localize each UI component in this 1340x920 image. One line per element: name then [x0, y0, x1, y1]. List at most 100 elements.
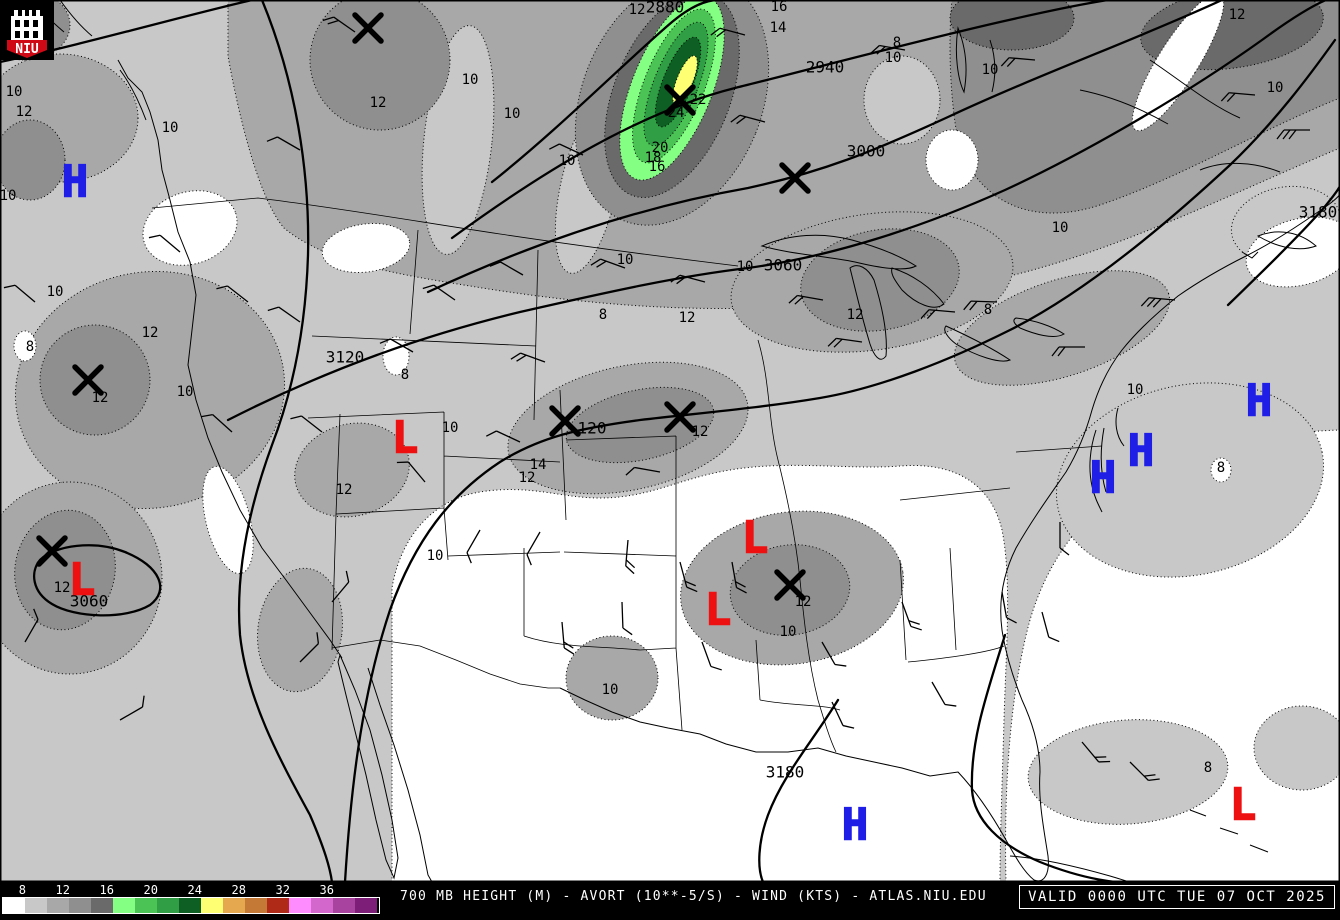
legend-tick-label: 8	[18, 883, 26, 897]
vorticity-value-label: 8	[893, 35, 901, 51]
white-region	[1210, 457, 1232, 483]
wind-barb-icon	[1000, 57, 1036, 68]
wind-barb-icon	[510, 352, 546, 363]
vorticity-value-label: 10	[462, 72, 479, 88]
vorticity-value-label: 10	[602, 682, 619, 698]
vorticity-value-label: 20	[652, 140, 669, 156]
vorticity-value-label: 12	[336, 482, 353, 498]
wind-barb-icon	[731, 561, 747, 594]
wind-barb-icon	[920, 309, 956, 320]
shade-8	[1027, 719, 1229, 825]
wind-barb-icon	[548, 143, 584, 156]
high-pressure-marker: H	[62, 157, 89, 208]
vort-max-x-icon	[72, 364, 104, 396]
wind-barb-icon	[730, 114, 766, 125]
shade-10	[953, 270, 1171, 386]
legend-tick-label: 28	[231, 883, 246, 897]
legend-tick-label: 24	[187, 883, 202, 897]
border-canada	[151, 197, 739, 267]
great-lakes	[760, 234, 1065, 362]
wind-barb-icon	[827, 337, 863, 348]
shade-10	[565, 635, 659, 721]
vorticity-value-label: 12	[847, 307, 864, 323]
vorticity-value-label: 8	[1204, 760, 1212, 776]
height-contour-label: 3060	[764, 256, 803, 275]
vorticity-value-label: 14	[530, 457, 547, 473]
legend-tick-label: 12	[55, 883, 70, 897]
shade-8	[1253, 705, 1340, 791]
legend-cell	[157, 898, 179, 913]
low-pressure-marker: L	[1230, 780, 1257, 831]
wind-barb-icon	[679, 561, 698, 593]
vorticity-value-label: 10	[1127, 382, 1144, 398]
height-contour-label: 2880	[646, 0, 685, 17]
vorticity-value-label: 12	[1229, 7, 1246, 23]
wind-barb-icon	[379, 338, 414, 353]
shade-12	[0, 119, 66, 201]
logo-text: NIU	[15, 42, 39, 57]
vorticity-value-label: 24	[668, 105, 685, 121]
wind-barb-icon	[963, 300, 998, 311]
wind-barb-icon	[625, 539, 636, 575]
white-region	[1245, 216, 1340, 288]
coastline-northeast-canada	[955, 26, 1317, 250]
legend-cell	[113, 898, 135, 913]
valid-time-box: VALID 0000 UTC TUE 07 OCT 2025	[1019, 885, 1335, 909]
vorticity-value-label: 16	[649, 159, 666, 175]
vorticity-value-label: 8	[26, 339, 34, 355]
legend-tick-label: 20	[143, 883, 158, 897]
wind-barb-icon	[422, 284, 456, 301]
contour-3060	[226, 0, 1328, 422]
wind-barb-icon	[299, 632, 320, 663]
wind-barb-icon	[24, 608, 39, 643]
coastline-chesapeake	[1089, 251, 1259, 513]
shade-12	[309, 0, 451, 131]
state-borders	[307, 229, 1103, 753]
legend-tick-label: 36	[319, 883, 334, 897]
low-pressure-marker: L	[392, 413, 419, 464]
coastline-baja	[337, 653, 433, 882]
height-contour-label: 3180	[1299, 203, 1338, 222]
legend-cell	[333, 898, 355, 913]
height-contour-label: 3060	[70, 592, 109, 611]
wind-barb-icon	[931, 681, 957, 707]
coastline-gulf-east	[559, 193, 1340, 882]
contour-3120-west	[237, 0, 334, 882]
wind-barb-icon	[701, 641, 722, 671]
contour-2880	[490, 0, 720, 184]
vorticity-value-label: 22	[690, 92, 707, 108]
height-contour-label: 3180	[766, 763, 805, 782]
wind-barb-icon	[1001, 591, 1017, 624]
white-region	[142, 190, 238, 266]
height-contour-label: 2940	[806, 58, 845, 77]
vorticity-value-label: 12	[370, 95, 387, 111]
low-pressure-marker: L	[742, 513, 769, 564]
legend-tick-label: 32	[275, 883, 290, 897]
vort-max-x-icon	[774, 569, 806, 601]
vorticity-value-label: 10	[1052, 220, 1069, 236]
vorticity-value-label: 10	[1267, 80, 1284, 96]
geography-layer	[29, 0, 1340, 882]
shade-10	[294, 422, 410, 518]
white-region	[13, 330, 37, 362]
vort-max-x-icon	[352, 12, 384, 44]
wind-barb-icon	[1059, 522, 1070, 556]
vorticity-value-label: 10	[47, 284, 64, 300]
contour-3120-east	[343, 38, 1337, 882]
shade-12	[800, 228, 960, 332]
vorticity-value-label: 12	[679, 310, 696, 326]
vorticity-value-label: 10	[442, 420, 459, 436]
vort-max-x-icon	[664, 84, 696, 116]
bottom-bar: 8 12 16 20 24 28 32 36 700 MB HEIGHT (M) - AVOR…	[0, 882, 1340, 920]
wind-barb-icon	[290, 415, 323, 433]
wind-barb-icon	[621, 601, 633, 636]
vorticity-value-label: 10	[6, 84, 23, 100]
vorticity-value-label: 18	[645, 150, 662, 166]
legend-cell	[355, 898, 377, 913]
wind-barb-icon	[266, 136, 301, 151]
vorticity-value-label: 10	[504, 106, 521, 122]
vorticity-value-label: 10	[559, 153, 576, 169]
vort-max-x-icon	[36, 535, 68, 567]
